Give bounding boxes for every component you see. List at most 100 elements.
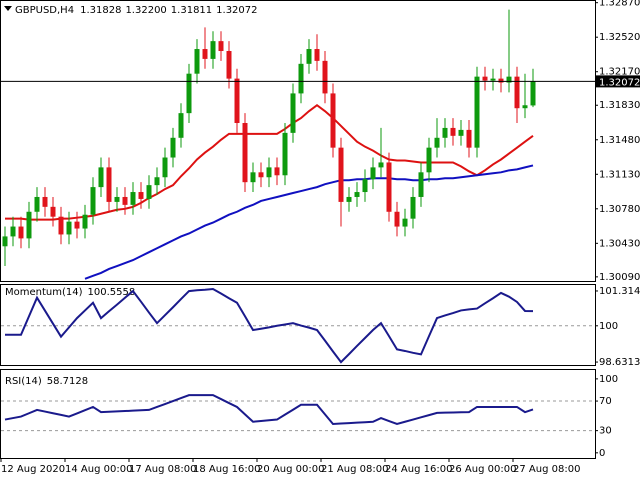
candle-body [314, 49, 320, 61]
moving-average [84, 164, 534, 280]
x-tick-label: 24 Aug 16:00 [385, 464, 452, 475]
ohlc-open: 1.31828 [80, 5, 121, 16]
indicator-value: 58.7128 [47, 376, 88, 387]
y-tick-label: 30 [599, 426, 612, 437]
candle-body [202, 49, 208, 59]
candle-body [26, 211, 32, 239]
y-tick-label: 1.30090 [599, 272, 640, 283]
candle-body [226, 51, 232, 79]
candle-body [250, 172, 256, 183]
x-tick-label: 17 Aug 08:00 [129, 464, 196, 475]
last-price-label: 1.32072 [599, 77, 640, 88]
candle-body [90, 187, 96, 215]
y-tick-label: 101.3148 [599, 286, 640, 297]
momentum-panel [0, 284, 596, 366]
candle-body [450, 127, 456, 136]
candle-body [218, 41, 224, 52]
y-tick-label: 1.32170 [599, 67, 640, 78]
candle-body [474, 76, 480, 148]
candle-body [346, 196, 352, 202]
y-tick-label: 1.31480 [599, 135, 640, 146]
candle-body [282, 132, 288, 176]
y-tick-label: 100 [599, 321, 618, 332]
candle-body [506, 76, 512, 83]
candle-body [146, 185, 152, 199]
candle-body [322, 60, 328, 94]
momentum-header: Momentum(14) 100.5558 [5, 287, 135, 298]
candle-body [106, 167, 112, 202]
candle-body [274, 167, 280, 176]
candle-body [458, 129, 464, 136]
y-tick-label: 1.32520 [599, 32, 640, 43]
candle-body [498, 78, 504, 83]
y-tick-label: 1.30780 [599, 204, 640, 215]
indicator-name: RSI(14) [5, 376, 42, 387]
x-tick-label: 26 Aug 00:00 [449, 464, 516, 475]
indicator-line [5, 287, 534, 364]
candle-body [482, 76, 488, 81]
candle-body [530, 81, 536, 106]
x-tick-label: 18 Aug 16:00 [193, 464, 260, 475]
candle-body [42, 196, 48, 207]
candle-body [330, 93, 336, 148]
candle-body [402, 218, 408, 227]
indicator-value: 100.5558 [88, 287, 136, 298]
y-tick-label: 1.32870 [599, 0, 640, 9]
y-tick-label: 1.30430 [599, 238, 640, 249]
candle-body [82, 214, 88, 229]
candle-body [394, 211, 400, 227]
candle-body [18, 226, 24, 239]
candle-body [370, 167, 376, 180]
rsi-panel [0, 369, 596, 459]
candle-body [58, 216, 64, 235]
candle-body [442, 127, 448, 138]
x-tick-label: 27 Aug 08:00 [513, 464, 580, 475]
candle-body [234, 78, 240, 124]
x-tick-label: 14 Aug 00:00 [65, 464, 132, 475]
symbol: GBPUSD,H4 [15, 5, 74, 16]
candle-body [210, 41, 216, 59]
candle-body [98, 167, 104, 188]
x-tick-label: 21 Aug 08:00 [321, 464, 388, 475]
ohlc-low: 1.31811 [171, 5, 212, 16]
collapse-icon [4, 6, 12, 11]
candle-body [338, 147, 344, 202]
indicator-line [4, 394, 534, 426]
candle-body [162, 157, 168, 178]
x-tick-label: 20 Aug 00:00 [257, 464, 324, 475]
indicator-name: Momentum(14) [5, 287, 83, 298]
candle-body [418, 172, 424, 197]
x-tick-label: 12 Aug 2020 [1, 464, 65, 475]
candle-body [122, 196, 128, 205]
candle-body [522, 105, 528, 109]
ohlc-close: 1.32072 [216, 5, 257, 16]
y-tick-label: 1.31830 [599, 100, 640, 111]
candle-body [186, 73, 192, 114]
candle-body [386, 162, 392, 212]
candle-body [258, 172, 264, 178]
last-price-box [596, 75, 640, 88]
candle-body [298, 63, 304, 94]
y-tick-label: 98.6313 [599, 357, 640, 368]
candle-body [242, 123, 248, 183]
candle-body [306, 49, 312, 64]
candle-body [378, 162, 384, 168]
candle-body [410, 196, 416, 219]
candle-body [490, 78, 496, 81]
candle-body [34, 196, 40, 212]
candle-body [154, 177, 160, 186]
candle-body [138, 192, 144, 199]
candle-body [514, 76, 520, 109]
chart-header: GBPUSD,H4 1.31828 1.32200 1.31811 1.32072 [15, 5, 258, 16]
candle-body [2, 236, 8, 247]
candle-body [434, 137, 440, 148]
candle-body [170, 137, 176, 158]
candle-body [290, 93, 296, 133]
candle-body [426, 147, 432, 173]
candle-body [266, 167, 272, 178]
y-tick-label: 100 [599, 374, 618, 385]
candle-body [354, 192, 360, 197]
candle-body [50, 206, 56, 217]
candle-body [66, 221, 72, 235]
